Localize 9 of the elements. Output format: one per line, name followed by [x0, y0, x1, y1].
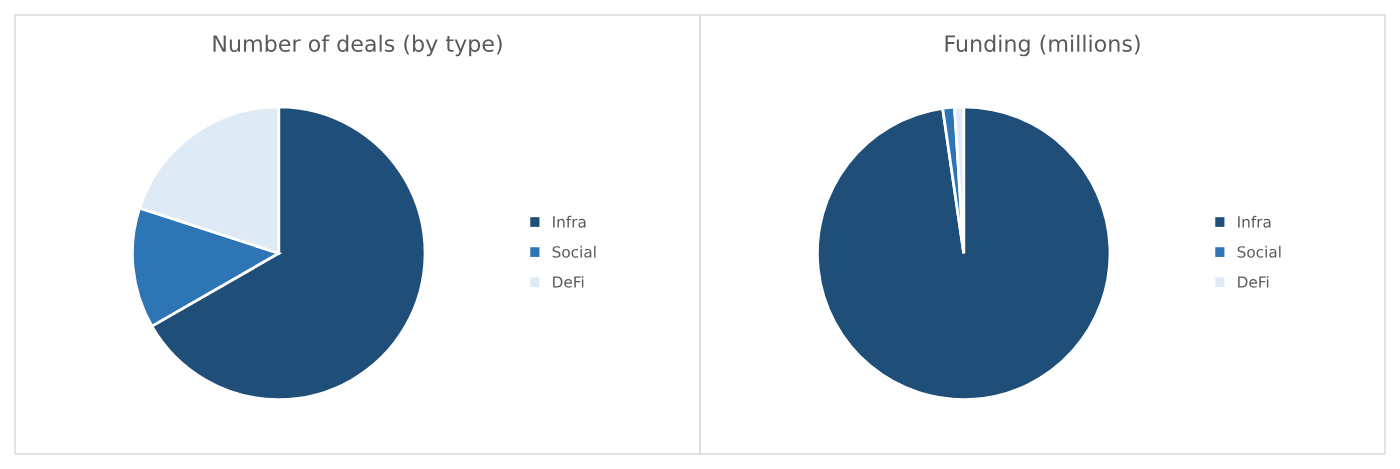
legend-label: Social	[1237, 245, 1281, 258]
legend-label: Infra	[1238, 215, 1271, 228]
legend-label: DeFi	[553, 275, 584, 288]
chart-title: Funding (millions)	[945, 34, 1140, 57]
legend-label: DeFi	[1238, 275, 1269, 288]
legend-label: Social	[552, 245, 596, 258]
pie-slice	[816, 105, 1112, 401]
legend-label: Infra	[553, 215, 586, 228]
chart-title: Number of deals (by type)	[213, 34, 502, 57]
